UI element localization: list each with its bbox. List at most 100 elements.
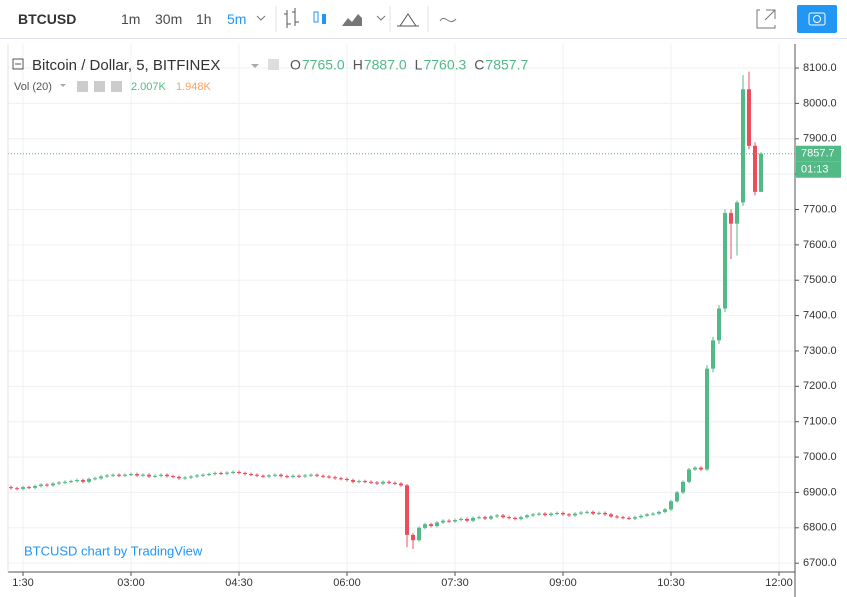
candle-body [141,474,145,476]
ohlc-value: 7857.7 [485,57,528,73]
candle-body [435,522,439,527]
x-tick-label: 07:30 [441,577,469,589]
candle-body [99,476,103,479]
y-tick-label: 7100.0 [803,416,837,428]
candle-body [681,481,685,493]
candle-body [651,513,655,515]
candle-body [639,515,643,518]
candle-body [105,475,109,477]
candle-body [453,520,457,522]
candle-body [591,511,595,514]
candle-body [189,476,193,478]
candle-body [387,481,391,483]
candle-body [135,474,139,476]
candle-body [597,512,601,514]
candle-body [603,512,607,515]
interval[interactable]: 30m [155,11,183,27]
candle-body [549,513,553,516]
candle-body [399,483,403,486]
candle-body [405,485,409,535]
candle-body [645,514,649,516]
candle-body [225,472,229,474]
candle-body [93,478,97,480]
y-tick-label: 7700.0 [803,203,837,215]
candle-body [657,511,661,514]
candle-body [285,476,289,478]
candle-body [513,517,517,519]
candle-body [369,481,373,483]
interval[interactable]: 1m [121,11,141,27]
candle-body [531,514,535,516]
candle-body [723,213,727,309]
x-tick-label: 1:30 [12,577,33,589]
candle-body [357,481,361,483]
candle-body [735,202,739,224]
candle-body [567,514,571,516]
candle-body [123,474,127,476]
candle-body [195,475,199,477]
popout-icon[interactable] [756,9,776,29]
bars-icon[interactable] [284,8,299,28]
candle-body [429,524,433,527]
candle-body [243,472,247,475]
interval[interactable]: 1h [196,11,212,27]
compare-icon[interactable] [439,17,457,23]
y-tick-label: 7200.0 [803,380,837,392]
indicators-icon[interactable] [397,13,419,27]
candle-body [327,476,331,478]
ohlc-label: C [474,57,484,73]
candle-body [183,477,187,479]
candle-body [231,471,235,473]
candle-body [87,478,91,482]
x-tick-label: 03:00 [117,577,145,589]
candle-body [111,474,115,476]
candle-body [159,474,163,476]
candle-body [633,517,637,519]
candle-body [21,487,25,489]
ohlc-value: 7887.0 [364,57,407,73]
y-tick-label: 6700.0 [803,557,837,569]
candle-body [339,478,343,480]
y-tick-label: 6900.0 [803,486,837,498]
candle-body [39,484,43,487]
candle-body [729,213,733,224]
candle-body [693,467,697,470]
candle-body [621,517,625,519]
candle-body [525,515,529,518]
candle-body [315,474,319,476]
area-icon[interactable] [342,14,362,26]
watermark[interactable]: BTCUSD chart by TradingView [24,543,203,558]
candles-icon[interactable] [313,11,319,23]
snapshot-button[interactable] [797,5,837,33]
interval[interactable]: 5m [227,11,247,27]
candle-body [351,480,355,482]
candle-body [741,89,745,203]
dropdown-icon[interactable] [256,15,266,21]
y-tick-label: 8000.0 [803,97,837,109]
candle-body [663,509,667,512]
candle-body [417,527,421,541]
candle-body [543,513,547,516]
candle-body [57,482,61,484]
candle-body [507,517,511,519]
y-tick-label: 7000.0 [803,451,837,463]
candle-body [489,516,493,519]
countdown-tag [796,161,841,178]
candle-body [537,513,541,515]
collapse-icon[interactable] [12,58,24,70]
candle-body [297,475,301,477]
y-tick-label: 7600.0 [803,239,837,251]
candle-body [321,475,325,477]
symbol[interactable]: BTCUSD [18,11,77,27]
candle-body [747,89,751,146]
candle-body [687,469,691,482]
chart-title: Bitcoin / Dollar, 5, BITFINEX [32,57,220,74]
candle-body [237,471,241,473]
ohlc-value: 7765.0 [302,57,345,73]
volume-value: 2.007K [131,81,167,93]
candle-body [609,514,613,517]
y-tick-label: 6800.0 [803,522,837,534]
candle-body [423,524,427,528]
x-tick-label: 06:00 [333,577,361,589]
